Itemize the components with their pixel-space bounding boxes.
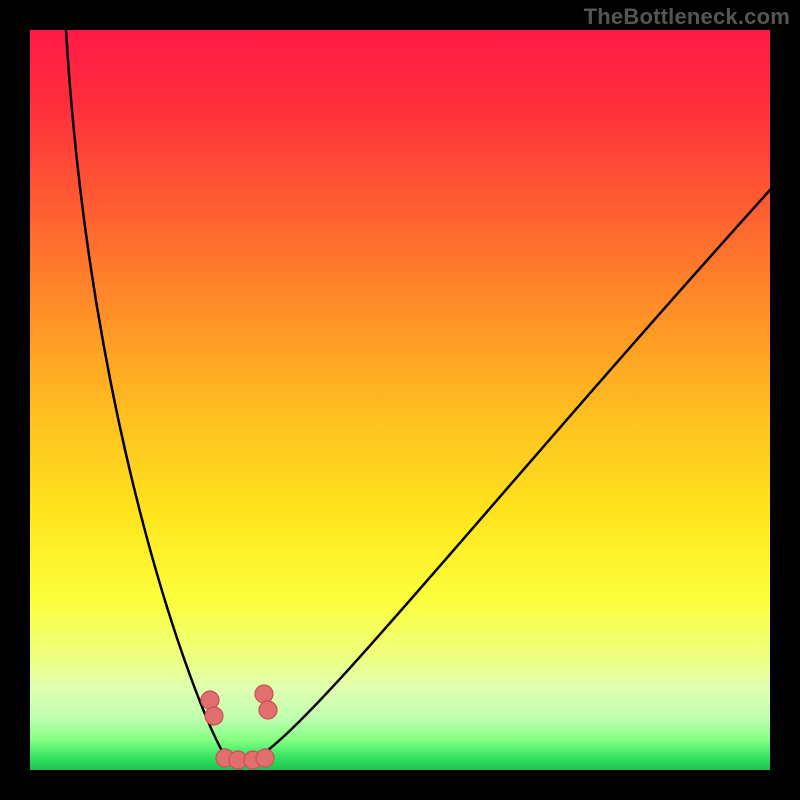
marker-point bbox=[259, 701, 277, 719]
watermark-text: TheBottleneck.com bbox=[584, 4, 790, 30]
marker-point bbox=[201, 691, 219, 709]
chart-root: TheBottleneck.com bbox=[0, 0, 800, 800]
marker-point bbox=[205, 707, 223, 725]
marker-point bbox=[256, 749, 274, 767]
chart-svg bbox=[0, 0, 800, 800]
plot-area bbox=[30, 30, 770, 770]
marker-point bbox=[255, 685, 273, 703]
